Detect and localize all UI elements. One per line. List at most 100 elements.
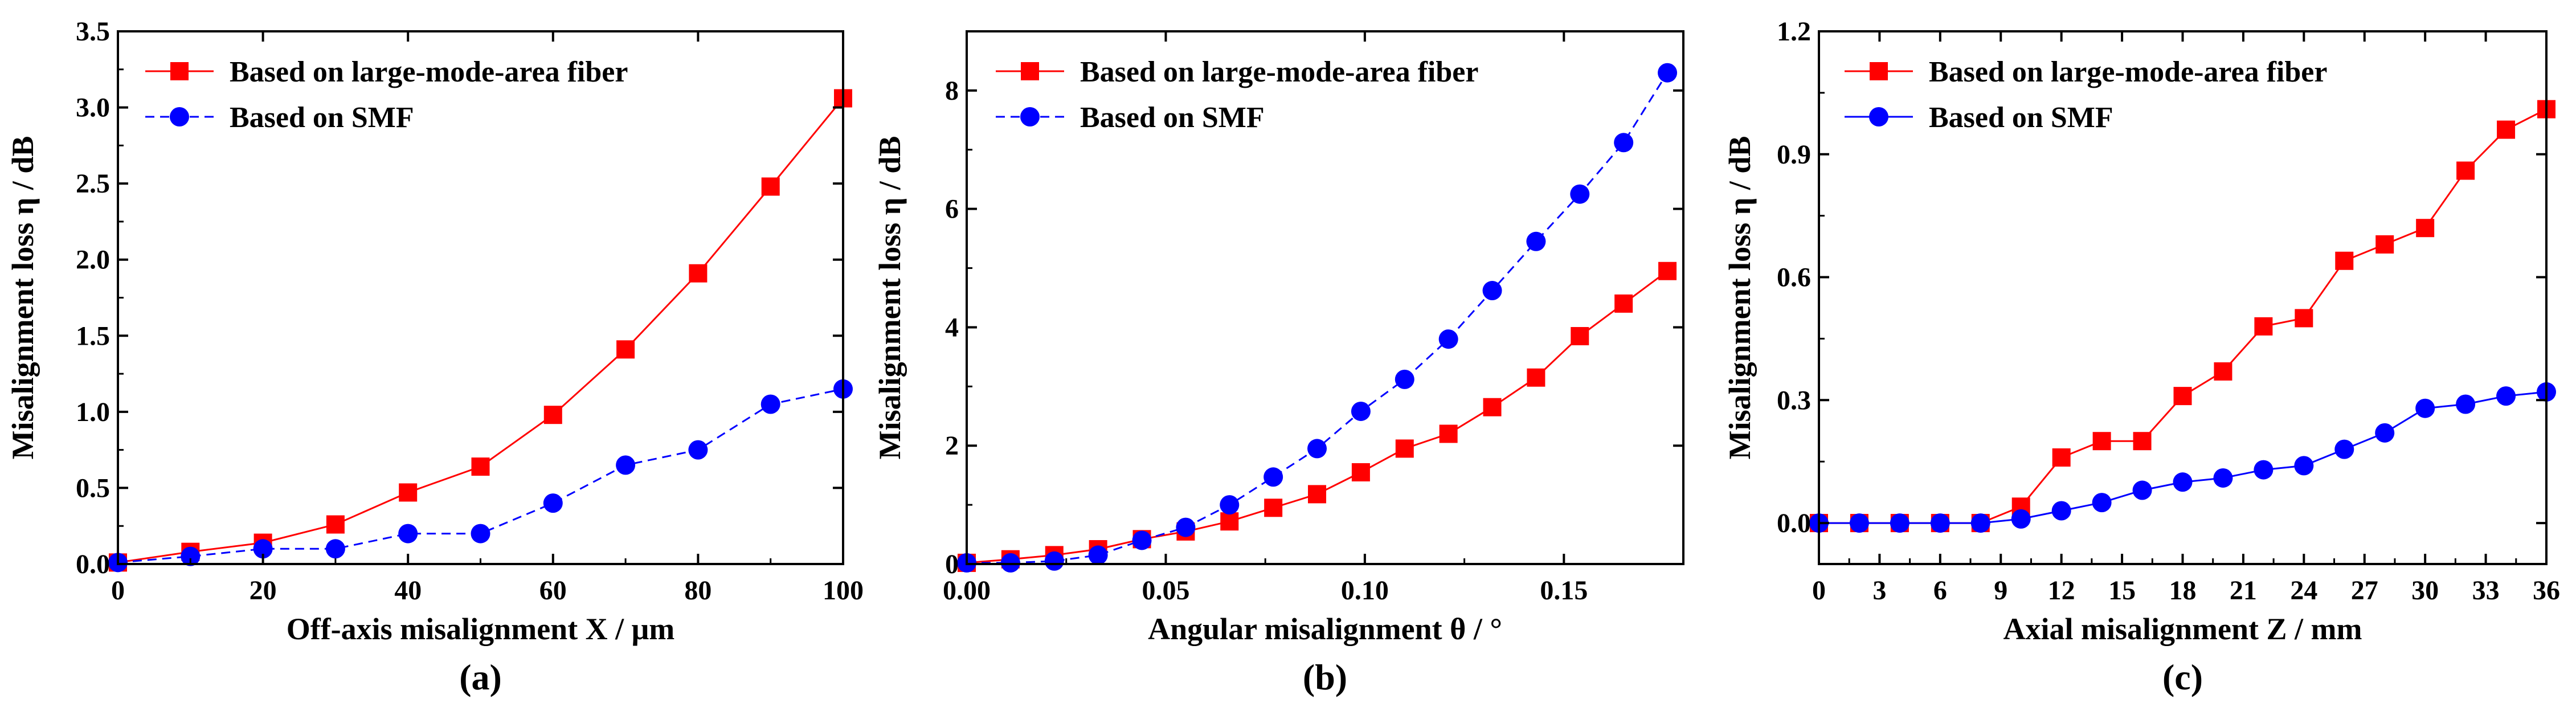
data-point-0-12 bbox=[1483, 398, 1502, 416]
legend-label-1: Based on SMF bbox=[1080, 101, 1265, 134]
data-point-1-10 bbox=[2213, 468, 2233, 488]
data-point-0-13 bbox=[2335, 251, 2354, 270]
data-point-1-10 bbox=[1395, 369, 1414, 389]
panel-label: (c) bbox=[2162, 657, 2203, 697]
x-tick-label: 18 bbox=[2169, 575, 2197, 606]
data-point-0-15 bbox=[2416, 219, 2435, 238]
data-point-0-9 bbox=[2173, 387, 2192, 406]
data-point-0-5 bbox=[471, 457, 490, 476]
x-tick-label: 80 bbox=[684, 575, 712, 606]
data-point-0-4 bbox=[399, 483, 418, 502]
y-tick-label: 6 bbox=[945, 194, 959, 224]
data-point-1-5 bbox=[2011, 509, 2031, 529]
data-point-1-9 bbox=[1351, 401, 1371, 421]
legend-marker-0 bbox=[170, 62, 189, 80]
y-tick-label: 0.0 bbox=[1777, 508, 1811, 538]
chart-panel-1: 0.00 0.05 0.10 0.15 0 2 4 6 8 Angular misalignmen… bbox=[873, 30, 1684, 697]
data-point-1-4 bbox=[1970, 513, 1990, 533]
y-tick-label: 1.5 bbox=[76, 321, 110, 351]
y-tick-label: 4 bbox=[945, 312, 959, 342]
y-tick-label: 2.0 bbox=[76, 245, 110, 275]
data-point-0-7 bbox=[1264, 499, 1283, 517]
chart-panel-0: 0 20 40 60 80 100 0.0 0.5 1.0 1.5 2.0 2.5 3.0 3.5 Off-… bbox=[6, 17, 864, 697]
y-axis-label: Misalignment loss η / dB bbox=[873, 136, 907, 460]
data-point-0-8 bbox=[2133, 432, 2152, 451]
data-point-1-8 bbox=[2132, 480, 2152, 500]
data-point-1-16 bbox=[2456, 394, 2476, 414]
x-tick-label: 0 bbox=[1812, 575, 1826, 606]
data-point-1-3 bbox=[325, 539, 345, 559]
data-point-0-13 bbox=[1527, 368, 1545, 387]
y-tick-label: 3.0 bbox=[76, 93, 110, 123]
data-point-0-11 bbox=[2254, 317, 2273, 336]
x-tick-label: 40 bbox=[394, 575, 422, 606]
data-point-1-8 bbox=[1307, 439, 1327, 459]
x-tick-label: 100 bbox=[823, 575, 864, 606]
legend-label-1: Based on SMF bbox=[230, 101, 414, 134]
legend-marker-0 bbox=[1021, 62, 1039, 80]
data-point-1-14 bbox=[1570, 184, 1590, 204]
panel-label: (b) bbox=[1303, 657, 1347, 697]
legend-marker-1 bbox=[1869, 107, 1888, 126]
data-point-0-9 bbox=[1351, 463, 1370, 481]
plot-frame bbox=[966, 30, 1684, 565]
data-point-1-7 bbox=[616, 455, 636, 475]
data-point-1-11 bbox=[2254, 460, 2274, 480]
legend-marker-1 bbox=[1020, 107, 1040, 126]
legend-label-0: Based on large-mode-area fiber bbox=[230, 56, 628, 88]
x-tick-label: 0.05 bbox=[1142, 575, 1189, 606]
data-point-1-5 bbox=[471, 524, 490, 544]
data-point-0-11 bbox=[1439, 424, 1458, 443]
data-point-0-3 bbox=[326, 515, 345, 534]
data-point-1-2 bbox=[253, 539, 273, 559]
legend-label-1: Based on SMF bbox=[1929, 101, 2113, 134]
data-point-1-13 bbox=[2334, 439, 2354, 459]
x-tick-label: 33 bbox=[2472, 575, 2500, 606]
data-point-1-16 bbox=[1658, 63, 1678, 83]
data-point-1-15 bbox=[2415, 398, 2435, 418]
data-point-1-14 bbox=[2375, 423, 2395, 443]
x-tick-label: 15 bbox=[2108, 575, 2136, 606]
data-point-1-4 bbox=[1132, 530, 1152, 550]
data-point-1-9 bbox=[760, 394, 780, 414]
data-point-1-13 bbox=[1526, 231, 1546, 251]
y-tick-label: 1.0 bbox=[76, 397, 110, 427]
y-tick-label: 0 bbox=[945, 549, 959, 579]
legend-label-0: Based on large-mode-area fiber bbox=[1080, 56, 1478, 88]
legend-label-0: Based on large-mode-area fiber bbox=[1929, 56, 2327, 88]
panel-label: (a) bbox=[459, 657, 502, 697]
x-tick-label: 20 bbox=[250, 575, 277, 606]
y-tick-label: 0.3 bbox=[1777, 385, 1811, 415]
y-tick-label: 0.9 bbox=[1777, 140, 1811, 170]
x-tick-label: 30 bbox=[2411, 575, 2439, 606]
x-tick-label: 9 bbox=[1994, 575, 2007, 606]
data-point-1-3 bbox=[1930, 513, 1950, 533]
chart-panel-2: 0 3 6 9 12 15 18 21 24 27 30 33 360.00.30.60.91.2Axi… bbox=[1723, 17, 2560, 697]
x-axis-label: Off-axis misalignment X / μm bbox=[287, 612, 675, 646]
y-tick-label: 8 bbox=[945, 76, 959, 106]
y-axis-label: Misalignment loss η / dB bbox=[1723, 136, 1757, 460]
data-point-1-2 bbox=[1044, 551, 1064, 571]
data-point-0-6 bbox=[543, 406, 562, 424]
data-point-1-6 bbox=[543, 493, 563, 513]
y-tick-label: 3.5 bbox=[76, 17, 110, 47]
data-point-1-3 bbox=[1088, 545, 1108, 565]
data-point-0-8 bbox=[1308, 485, 1327, 504]
data-point-1-1 bbox=[1849, 513, 1869, 533]
legend-marker-0 bbox=[1870, 62, 1888, 80]
data-point-0-14 bbox=[1571, 327, 1589, 346]
data-point-1-2 bbox=[1890, 513, 1909, 533]
data-point-0-10 bbox=[1395, 439, 1414, 458]
x-axis-label: Angular misalignment θ / ° bbox=[1148, 612, 1502, 646]
data-point-1-12 bbox=[2294, 456, 2314, 476]
x-tick-label: 36 bbox=[2533, 575, 2560, 606]
data-point-1-4 bbox=[398, 524, 418, 544]
data-point-0-7 bbox=[2092, 432, 2111, 451]
data-point-0-10 bbox=[2214, 362, 2232, 381]
x-tick-label: 12 bbox=[2048, 575, 2075, 606]
data-point-1-11 bbox=[1438, 329, 1458, 349]
data-point-1-6 bbox=[1220, 495, 1240, 515]
x-tick-label: 3 bbox=[1872, 575, 1886, 606]
